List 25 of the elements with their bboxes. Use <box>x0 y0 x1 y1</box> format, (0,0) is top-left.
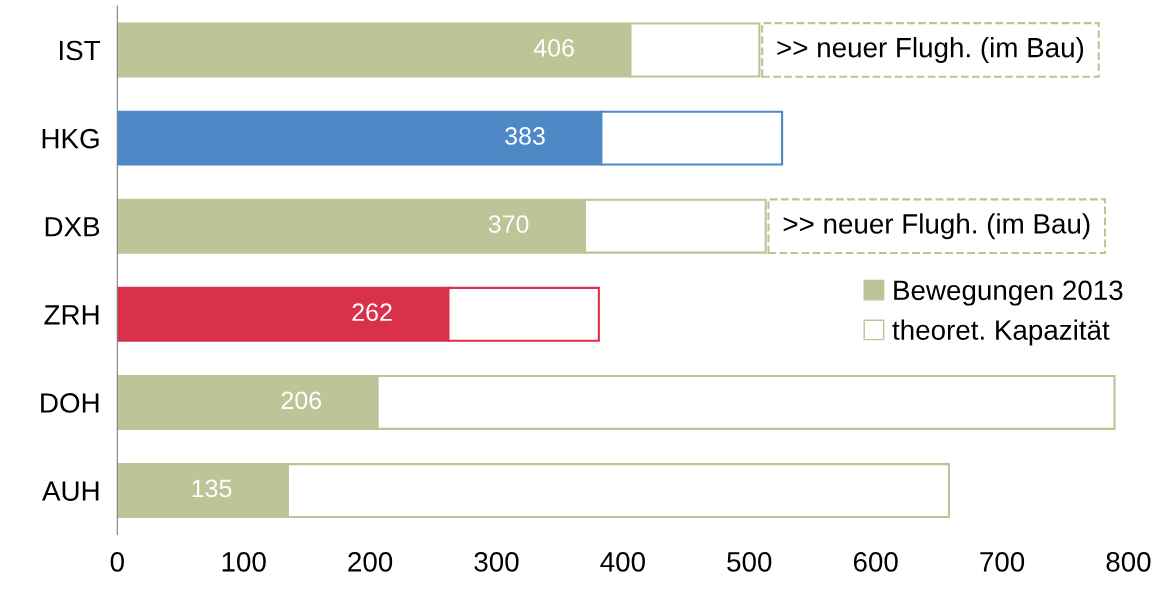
data-label: 406 <box>533 39 574 57</box>
data-label: 135 <box>192 479 232 498</box>
annotation: >> neuer Flugh. (im Bau) <box>777 37 1084 63</box>
y-tick-label: ZRH <box>44 305 99 325</box>
x-tick-label: 500 <box>727 552 772 572</box>
y-tick-label: DXB <box>45 217 100 237</box>
x-tick-label: 200 <box>348 552 393 572</box>
y-tick-label: HKG <box>42 128 99 149</box>
annotation: >> neuer Flugh. (im Bau) <box>783 213 1090 240</box>
data-label: 206 <box>281 391 322 410</box>
y-tick-label: IST <box>59 40 100 61</box>
x-tick-label: 0 <box>110 552 124 572</box>
data-label: 383 <box>505 127 545 145</box>
data-label: 370 <box>488 215 529 233</box>
x-tick-label: 300 <box>474 552 519 572</box>
legend-label: theoret. Kapazität <box>892 319 1110 346</box>
y-tick-label: DOH <box>41 393 99 413</box>
x-tick-label: 600 <box>853 552 898 572</box>
x-tick-label: 800 <box>1106 552 1151 572</box>
x-tick-label: 400 <box>600 552 645 572</box>
x-tick-label: 700 <box>980 552 1025 572</box>
data-label: 262 <box>352 303 392 322</box>
x-tick-label: 100 <box>222 552 266 572</box>
legend-label: Bewegungen 2013 <box>894 280 1123 306</box>
y-tick-label: AUH <box>42 481 99 501</box>
